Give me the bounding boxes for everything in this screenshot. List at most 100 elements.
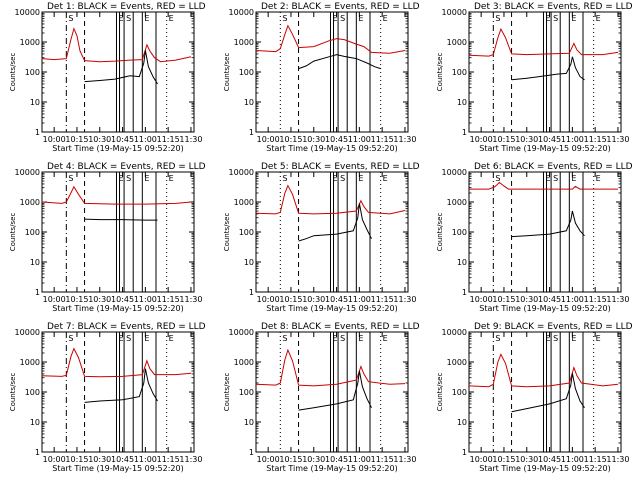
event-marker-label: E <box>169 334 174 343</box>
x-axis-label: Start Time (19-May-15 09:52:20) <box>479 304 610 313</box>
series-red-lld-line <box>255 348 406 387</box>
x-tick-label: 11:00 <box>561 135 584 144</box>
chart-title: Det 6: BLACK = Events, RED = LLD <box>474 162 633 172</box>
chart-title: Det 8: BLACK = Events, RED = LLD <box>261 322 420 332</box>
x-tick-label: 11:30 <box>393 295 416 304</box>
x-tick-label: 11:30 <box>606 455 629 464</box>
x-tick-label: 10:15 <box>65 455 88 464</box>
event-marker-label: S <box>340 174 345 183</box>
y-tick-label: 100 <box>239 388 254 397</box>
series-red-lld-line <box>468 353 619 388</box>
y-tick-label: 100 <box>239 228 254 237</box>
event-marker-label: S <box>126 14 131 23</box>
y-tick-label: 10 <box>244 98 254 107</box>
x-tick-label: 10:30 <box>88 135 111 144</box>
event-marker-label: E <box>332 174 337 183</box>
y-tick-label: 1 <box>35 288 40 297</box>
plot-frame <box>255 11 409 133</box>
event-marker-label: E <box>118 14 123 23</box>
y-axis-label: Counts/sec <box>223 213 231 252</box>
x-tick-label: 10:45 <box>538 295 561 304</box>
x-tick-label: 10:30 <box>88 295 111 304</box>
x-tick-label: 11:15 <box>371 135 394 144</box>
y-tick-label: 1 <box>249 448 254 457</box>
plot-frame <box>468 331 622 453</box>
y-tick-label: 100 <box>452 228 467 237</box>
panel-8: Det 8: BLACK = Events, RED = LLD 1 10 100 10… <box>223 322 420 473</box>
event-marker-label: S <box>553 14 558 23</box>
plot-frame <box>468 171 622 293</box>
x-tick-label: 11:00 <box>348 295 371 304</box>
plot-frame <box>468 11 622 133</box>
event-marker-label: E <box>118 174 123 183</box>
panel-7: Det 7: BLACK = Events, RED = LLD 1 10 100 10… <box>9 322 206 473</box>
x-tick-label: 10:00 <box>43 455 66 464</box>
event-marker-label: E <box>169 14 174 23</box>
plot-frame <box>41 11 195 133</box>
event-marker-label: E <box>383 14 388 23</box>
x-tick-label: 11:00 <box>561 295 584 304</box>
event-marker-label: S <box>553 334 558 343</box>
event-marker-label: S <box>340 334 345 343</box>
series-black-events-line <box>511 210 585 238</box>
series-red-lld-line <box>469 181 618 190</box>
event-marker-label: S <box>282 14 287 23</box>
x-tick-label: 10:45 <box>111 455 134 464</box>
x-tick-label: 10:30 <box>302 455 325 464</box>
series-red-lld-line <box>255 184 406 215</box>
panel-5: Det 5: BLACK = Events, RED = LLD 1 10 100 10… <box>223 162 420 313</box>
chart-title: Det 3: BLACK = Events, RED = LLD <box>474 2 633 12</box>
x-tick-label: 10:30 <box>302 135 325 144</box>
y-tick-label: 10000 <box>442 8 467 17</box>
event-marker-label: E <box>358 14 363 23</box>
x-tick-label: 11:15 <box>584 135 607 144</box>
x-tick-label: 10:30 <box>515 295 538 304</box>
y-tick-label: 100 <box>452 68 467 77</box>
y-axis-label: Counts/sec <box>436 53 444 92</box>
x-axis-label: Start Time (19-May-15 09:52:20) <box>266 304 397 313</box>
y-tick-label: 1 <box>249 288 254 297</box>
plot-frame <box>41 331 195 453</box>
x-tick-label: 10:00 <box>43 135 66 144</box>
series-black-events-line <box>298 54 381 70</box>
y-tick-label: 1 <box>462 128 467 137</box>
event-marker-label: E <box>358 174 363 183</box>
x-axis-label: Start Time (19-May-15 09:52:20) <box>52 464 183 473</box>
y-axis-label: Counts/sec <box>223 53 231 92</box>
x-tick-label: 10:45 <box>111 295 134 304</box>
y-tick-label: 1000 <box>20 198 40 207</box>
y-tick-label: 1 <box>462 288 467 297</box>
event-marker-label: E <box>571 334 576 343</box>
event-marker-label: S <box>282 174 287 183</box>
x-tick-label: 10:45 <box>111 135 134 144</box>
series-black-events-line <box>511 373 585 413</box>
event-marker-label: E <box>169 174 174 183</box>
y-tick-label: 10 <box>244 258 254 267</box>
event-marker-label: S <box>126 334 131 343</box>
x-tick-label: 10:30 <box>515 135 538 144</box>
event-marker-label: E <box>332 334 337 343</box>
x-tick-label: 11:15 <box>157 295 180 304</box>
event-marker-label: S <box>68 14 73 23</box>
y-tick-label: 10000 <box>15 328 40 337</box>
event-marker-label: E <box>332 14 337 23</box>
event-marker-label: E <box>545 174 550 183</box>
x-tick-label: 10:15 <box>279 455 302 464</box>
y-axis-label: Counts/sec <box>436 373 444 412</box>
x-tick-label: 11:30 <box>179 135 202 144</box>
x-tick-label: 11:00 <box>348 455 371 464</box>
event-marker-label: E <box>596 14 601 23</box>
panel-2: Det 2: BLACK = Events, RED = LLD 1 10 100 10… <box>223 2 420 153</box>
x-tick-label: 11:00 <box>134 135 157 144</box>
x-tick-label: 10:00 <box>470 455 493 464</box>
y-tick-label: 1 <box>35 448 40 457</box>
event-marker-label: S <box>282 334 287 343</box>
y-tick-label: 10000 <box>442 168 467 177</box>
event-marker-label: E <box>545 14 550 23</box>
series-black-events-line <box>298 370 372 411</box>
y-tick-label: 100 <box>239 68 254 77</box>
y-tick-label: 1 <box>249 128 254 137</box>
x-tick-label: 11:30 <box>606 295 629 304</box>
y-tick-label: 1000 <box>447 38 467 47</box>
